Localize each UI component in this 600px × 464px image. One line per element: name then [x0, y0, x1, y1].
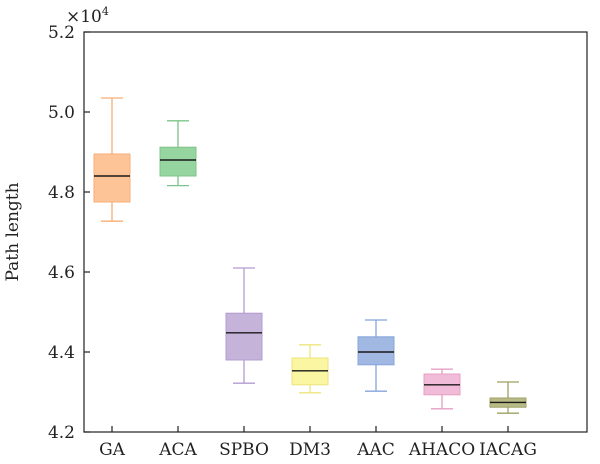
x-axis-ticks: GA ACA SPBO DM3 AAC AHACO IACAG — [99, 426, 537, 460]
x-tick-label: IACAG — [479, 440, 537, 460]
interquartile-box — [93, 153, 131, 203]
interquartile-box — [357, 336, 395, 366]
x-tick-label: GA — [99, 440, 126, 460]
y-axis-multiplier-base: ×10 — [66, 7, 102, 27]
y-tick-label: 4.2 — [48, 423, 75, 443]
box-aac — [357, 319, 395, 392]
box-plot-series — [93, 97, 527, 414]
y-axis-title: Path length — [3, 182, 23, 281]
box-spbo — [225, 267, 263, 384]
y-axis-ticks: 4.2 4.4 4.6 4.8 5.0 5.2 — [48, 23, 90, 443]
interquartile-box — [159, 146, 197, 177]
plot-area-frame — [83, 31, 588, 433]
y-axis-multiplier-exponent: 4 — [102, 5, 109, 18]
y-tick-label: 4.6 — [48, 263, 75, 283]
x-tick-label: AAC — [356, 440, 395, 460]
y-tick-label: 4.8 — [48, 183, 75, 203]
x-tick-label: SPBO — [219, 440, 269, 460]
y-tick-label: 5.0 — [48, 103, 75, 123]
interquartile-box — [225, 312, 263, 361]
box-ga — [93, 97, 131, 222]
y-tick-label: 5.2 — [48, 23, 75, 43]
y-axis-multiplier: ×104 — [66, 5, 109, 27]
box-iacag — [489, 381, 527, 414]
box-ahaco — [423, 368, 461, 410]
x-tick-label: ACA — [158, 440, 197, 460]
y-tick-label: 4.4 — [48, 343, 75, 363]
box-aca — [159, 120, 197, 187]
x-tick-label: AHACO — [408, 440, 475, 460]
x-tick-label: DM3 — [289, 440, 331, 460]
box-dm3 — [291, 344, 329, 394]
